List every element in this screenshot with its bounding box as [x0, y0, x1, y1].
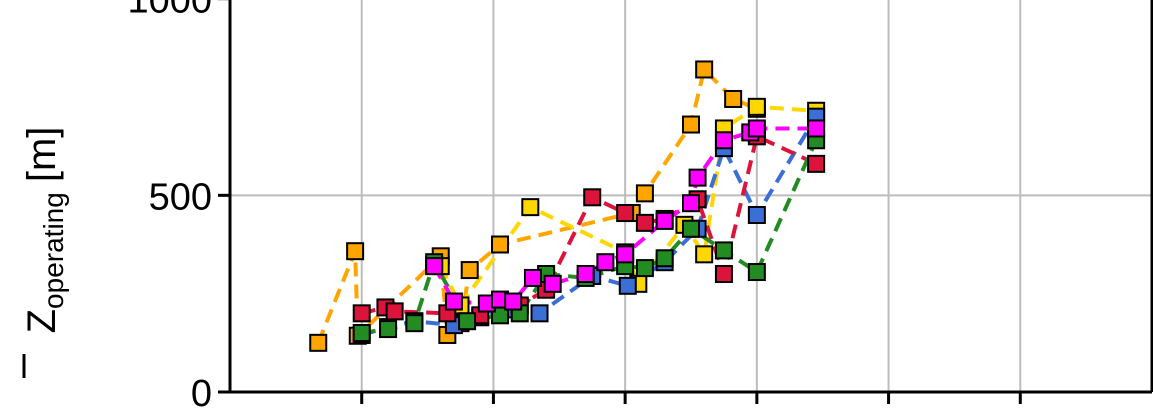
data-point-square	[352, 304, 371, 323]
data-point-square	[747, 206, 766, 224]
y-tick-label: 1000	[127, 0, 212, 22]
y-axis-label: Zoperating [m]	[20, 127, 69, 378]
data-point-square	[444, 292, 463, 311]
data-point-square	[714, 131, 733, 150]
data-point-square	[747, 119, 766, 138]
series-line	[361, 133, 817, 318]
data-point-square	[405, 314, 424, 333]
data-point-square	[583, 188, 602, 207]
data-point-square	[346, 242, 365, 261]
data-point-square	[309, 333, 328, 352]
data-point-square	[688, 168, 707, 187]
series-line	[361, 139, 818, 335]
data-point-square	[491, 235, 510, 254]
svg-text:Zoperating[m]: Zoperating [m]	[20, 127, 69, 334]
data-point-square	[635, 259, 654, 278]
data-point-square	[616, 245, 635, 264]
data-point-square	[576, 265, 595, 283]
data-point-square	[460, 261, 479, 280]
data-point-square	[616, 204, 635, 223]
data-point-square	[523, 268, 542, 287]
data-point-square	[521, 198, 540, 217]
y-tick-label: 0	[191, 373, 212, 412]
y-axis-unit: [m]	[20, 127, 64, 183]
data-point-square	[530, 304, 549, 323]
y-axis-subscript: operating	[38, 192, 69, 309]
data-point-square	[385, 302, 404, 321]
y-tick-label: 500	[149, 176, 212, 218]
data-point-square	[724, 89, 743, 108]
data-point-square	[618, 276, 637, 295]
data-point-square	[379, 320, 398, 339]
series-line	[316, 65, 758, 344]
data-point-square	[807, 154, 826, 173]
data-point-square	[695, 60, 714, 79]
data-point-square	[714, 241, 733, 260]
data-point-square	[635, 213, 654, 232]
data-point-square	[747, 97, 766, 116]
data-point-square	[695, 245, 714, 264]
data-point-square	[543, 274, 562, 293]
data-point-square	[596, 253, 615, 272]
y-axis-symbol: Z	[20, 309, 64, 333]
data-point-square	[714, 265, 733, 283]
series-points	[309, 60, 826, 352]
data-point-square	[807, 119, 826, 138]
data-point-square	[747, 263, 766, 282]
series-line	[361, 115, 818, 337]
data-point-square	[425, 257, 444, 276]
y-tick-labels: 0 500 1000	[127, 0, 230, 412]
data-point-square	[458, 312, 477, 331]
data-point-square	[682, 194, 700, 213]
data-point-square	[655, 211, 674, 230]
data-point-square	[682, 115, 700, 134]
data-point-square	[682, 219, 700, 238]
data-point-square	[655, 249, 674, 268]
data-point-square	[635, 184, 654, 203]
data-point-square	[504, 292, 523, 311]
data-point-square	[352, 324, 371, 342]
